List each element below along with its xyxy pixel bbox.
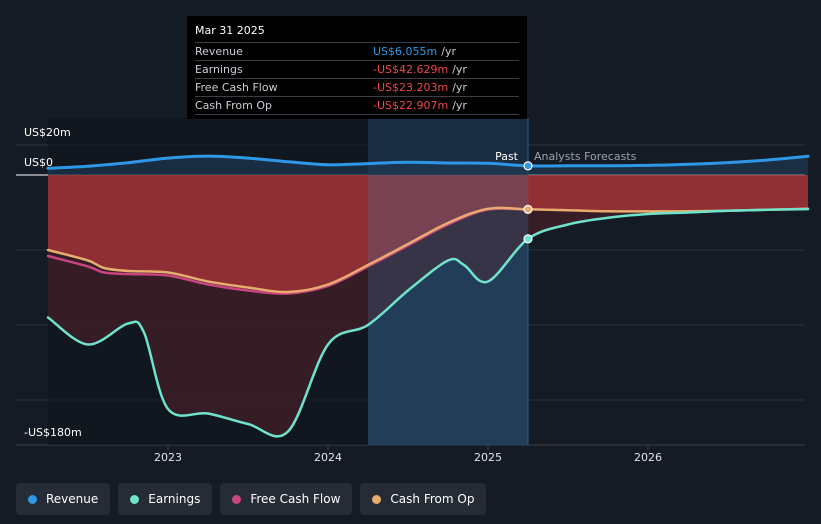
- legend-item-cash-from-op[interactable]: Cash From Op: [360, 483, 487, 515]
- tooltip-unit: /yr: [452, 81, 467, 94]
- tooltip-row-cash-from-op: Cash From Op -US$22.907m/yr: [195, 97, 519, 115]
- legend-item-revenue[interactable]: Revenue: [16, 483, 111, 515]
- tooltip-unit: /yr: [452, 63, 467, 76]
- legend-dot-icon: [372, 494, 382, 504]
- x-tick-label: 2026: [634, 451, 662, 464]
- tooltip-label: Cash From Op: [195, 99, 273, 112]
- legend-dot-icon: [232, 494, 242, 504]
- legend-label: Earnings: [148, 492, 201, 506]
- tooltip-value: US$6.055m: [373, 45, 438, 58]
- legend-dot-icon: [28, 494, 37, 504]
- legend-label: Revenue: [46, 492, 99, 506]
- series-markers: [523, 161, 533, 244]
- series-line-revenue: [46, 154, 810, 170]
- x-ticks: 2023 2024 2025 2026: [154, 445, 662, 464]
- marker-earnings: [523, 234, 533, 244]
- tooltip-unit: /yr: [452, 99, 467, 112]
- axis-labels: US$20m US$0 -US$180m Past Analysts Forec…: [24, 126, 637, 439]
- legend-dot-icon: [130, 494, 140, 504]
- tooltip-label: Earnings: [195, 63, 243, 76]
- legend-item-earnings[interactable]: Earnings: [118, 483, 213, 515]
- forecast-overlay: [368, 175, 528, 445]
- past-label: Past: [495, 150, 519, 163]
- tooltip-unit: /yr: [441, 45, 456, 58]
- tooltip-label: Revenue: [195, 45, 243, 58]
- legend-label: Cash From Op: [390, 492, 475, 506]
- series-lines: [46, 154, 810, 438]
- y-bottom-label: -US$180m: [24, 426, 82, 439]
- tooltip-value: -US$23.203m: [373, 81, 449, 94]
- legend: Revenue Earnings Free Cash Flow Cash Fro…: [16, 483, 487, 515]
- forecast-label: Analysts Forecasts: [534, 150, 637, 163]
- area-fills: [48, 156, 808, 445]
- cash-from-op-area: [48, 175, 808, 293]
- x-tick-label: 2023: [154, 451, 182, 464]
- tooltip-date: Mar 31 2025: [195, 22, 519, 43]
- tooltip-label: Free Cash Flow: [195, 81, 278, 94]
- tooltip: Mar 31 2025 Revenue US$6.055m/yr Earning…: [187, 16, 527, 119]
- y-zero-label: US$0: [24, 156, 53, 169]
- x-tick-label: 2024: [314, 451, 342, 464]
- legend-item-free-cash-flow[interactable]: Free Cash Flow: [220, 483, 353, 515]
- x-tick-label: 2025: [474, 451, 502, 464]
- tooltip-row-free-cash-flow: Free Cash Flow -US$23.203m/yr: [195, 79, 519, 97]
- earnings-area: [48, 208, 808, 437]
- legend-label: Free Cash Flow: [250, 492, 341, 506]
- series-line-free-cash-flow: [46, 207, 530, 295]
- series-line-cash-from-op: [46, 206, 810, 294]
- tooltip-row-earnings: Earnings -US$42.629m/yr: [195, 61, 519, 79]
- tooltip-row-revenue: Revenue US$6.055m/yr: [195, 43, 519, 61]
- revenue-area: [48, 156, 808, 175]
- marker-cash-from-op: [523, 204, 533, 214]
- chart-area: US$20m US$0 -US$180m Past Analysts Forec…: [16, 118, 810, 464]
- y-top-label: US$20m: [24, 126, 71, 139]
- tooltip-value: -US$22.907m: [373, 99, 449, 112]
- series-line-earnings: [46, 207, 810, 438]
- marker-revenue: [523, 161, 533, 171]
- tooltip-value: -US$42.629m: [373, 63, 449, 76]
